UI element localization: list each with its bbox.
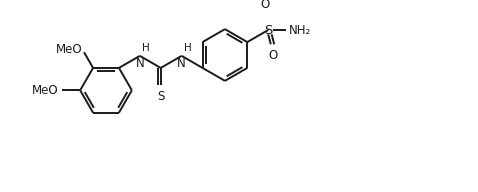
- Text: N: N: [135, 57, 144, 70]
- Text: S: S: [157, 90, 164, 103]
- Text: MeO: MeO: [56, 43, 82, 56]
- Text: O: O: [260, 0, 270, 11]
- Text: H: H: [142, 43, 150, 53]
- Text: H: H: [184, 43, 192, 53]
- Text: S: S: [264, 23, 272, 36]
- Text: O: O: [269, 49, 278, 62]
- Text: NH₂: NH₂: [289, 23, 312, 36]
- Text: N: N: [177, 57, 186, 70]
- Text: MeO: MeO: [32, 84, 59, 97]
